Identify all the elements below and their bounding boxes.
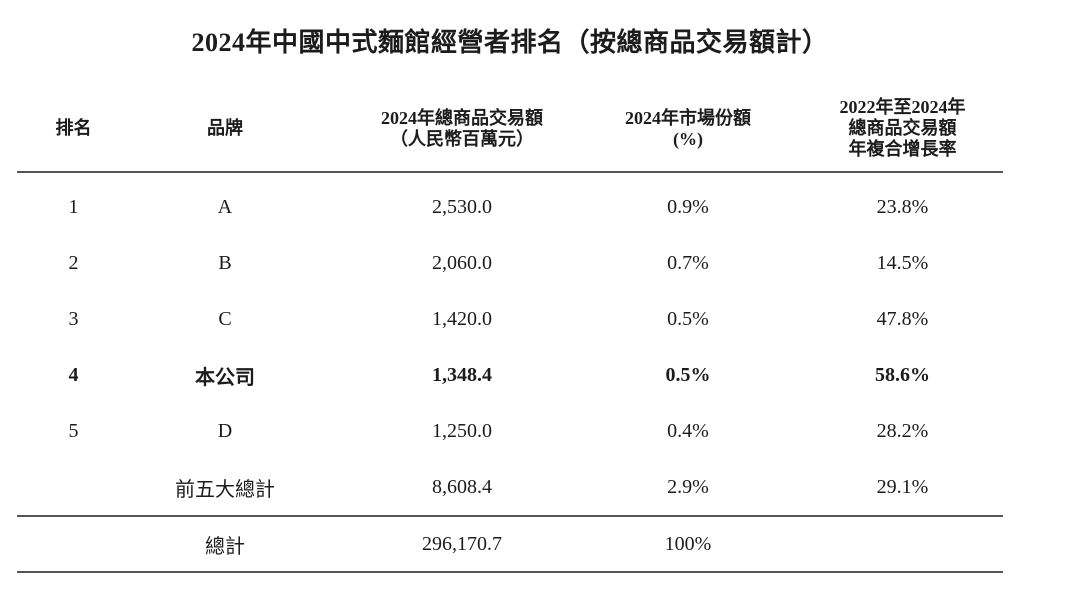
table-title: 2024年中國中式麵館經營者排名（按總商品交易額計） bbox=[191, 28, 829, 57]
cell-brand: A bbox=[217, 195, 233, 218]
table-row-top5-subtotal: 前五大總計 8,608.4 2.9% 29.1% bbox=[17, 459, 1003, 515]
table-row-5: 5 D 1,250.0 0.4% 28.2% bbox=[17, 403, 1003, 459]
cell-rank: 4 bbox=[68, 363, 79, 386]
table-row-2: 2 B 2,060.0 0.7% 14.5% bbox=[17, 235, 1003, 291]
cell-cagr: 14.5% bbox=[876, 251, 929, 274]
cell-brand: 本公司 bbox=[195, 366, 255, 389]
table-row-3: 3 C 1,420.0 0.5% 47.8% bbox=[17, 291, 1003, 347]
cell-gmv: 296,170.7 bbox=[422, 532, 502, 555]
cell-brand: B bbox=[218, 251, 232, 274]
cell-cagr: 47.8% bbox=[876, 307, 929, 330]
col-header-cagr-line2: 總商品交易額 bbox=[848, 118, 957, 138]
col-header-rank: 排名 bbox=[55, 118, 92, 138]
cell-rank: 5 bbox=[68, 419, 79, 442]
cell-share: 0.5% bbox=[667, 307, 709, 330]
cell-cagr: 23.8% bbox=[876, 195, 929, 218]
col-header-cagr-line1: 2022年至2024年 bbox=[839, 97, 966, 117]
cell-rank: 1 bbox=[68, 195, 79, 218]
col-header-market-share-line1: 2024年市場份額 bbox=[625, 107, 751, 128]
cell-rank: 2 bbox=[68, 251, 79, 274]
cell-gmv: 2,530.0 bbox=[432, 195, 492, 218]
col-header-cagr: 2022年至2024年 總商品交易額 年複合增長率 bbox=[772, 97, 1003, 160]
table-row-4-our-company: 4 本公司 1,348.4 0.5% 58.6% bbox=[17, 347, 1003, 403]
total-row: 總計 296,170.7 100% bbox=[17, 517, 1003, 573]
cell-cagr: 28.2% bbox=[876, 419, 929, 442]
cell-cagr: 58.6% bbox=[875, 363, 930, 386]
cell-share: 100% bbox=[664, 532, 712, 555]
col-header-brand: 品牌 bbox=[207, 118, 243, 138]
table-row-1: 1 A 2,530.0 0.9% 23.8% bbox=[17, 179, 1003, 235]
col-header-cagr-line3: 年複合增長率 bbox=[848, 139, 957, 159]
cell-share: 0.9% bbox=[667, 195, 709, 218]
col-header-market-share: 2024年市場份額 (%) bbox=[604, 108, 772, 150]
cell-gmv: 2,060.0 bbox=[432, 251, 492, 274]
cell-gmv: 1,420.0 bbox=[432, 307, 492, 330]
cell-gmv: 1,348.4 bbox=[432, 363, 492, 386]
cell-share: 0.5% bbox=[665, 363, 711, 386]
cell-brand: D bbox=[217, 419, 233, 442]
cell-share: 0.7% bbox=[667, 251, 709, 274]
col-header-gmv: 2024年總商品交易額 （人民幣百萬元） bbox=[320, 108, 604, 150]
ranking-table: 排名 品牌 2024年總商品交易額 （人民幣百萬元） 2024年市場份額 (%)… bbox=[17, 86, 1003, 573]
table-body: 1 A 2,530.0 0.9% 23.8% 2 B 2,060.0 0.7% … bbox=[17, 173, 1003, 517]
cell-brand: 總計 bbox=[205, 535, 245, 558]
col-header-gmv-line1: 2024年總商品交易額 bbox=[381, 107, 543, 128]
cell-rank: 3 bbox=[68, 307, 79, 330]
cell-cagr: 29.1% bbox=[876, 475, 929, 498]
cell-brand: C bbox=[218, 307, 232, 330]
table-header-row: 排名 品牌 2024年總商品交易額 （人民幣百萬元） 2024年市場份額 (%)… bbox=[17, 86, 1003, 173]
cell-share: 2.9% bbox=[667, 475, 709, 498]
cell-gmv: 8,608.4 bbox=[432, 475, 492, 498]
col-header-gmv-line2: （人民幣百萬元） bbox=[390, 128, 534, 149]
col-header-market-share-line2: (%) bbox=[673, 128, 703, 149]
cell-brand: 前五大總計 bbox=[175, 478, 275, 501]
cell-share: 0.4% bbox=[667, 419, 709, 442]
cell-gmv: 1,250.0 bbox=[432, 419, 492, 442]
